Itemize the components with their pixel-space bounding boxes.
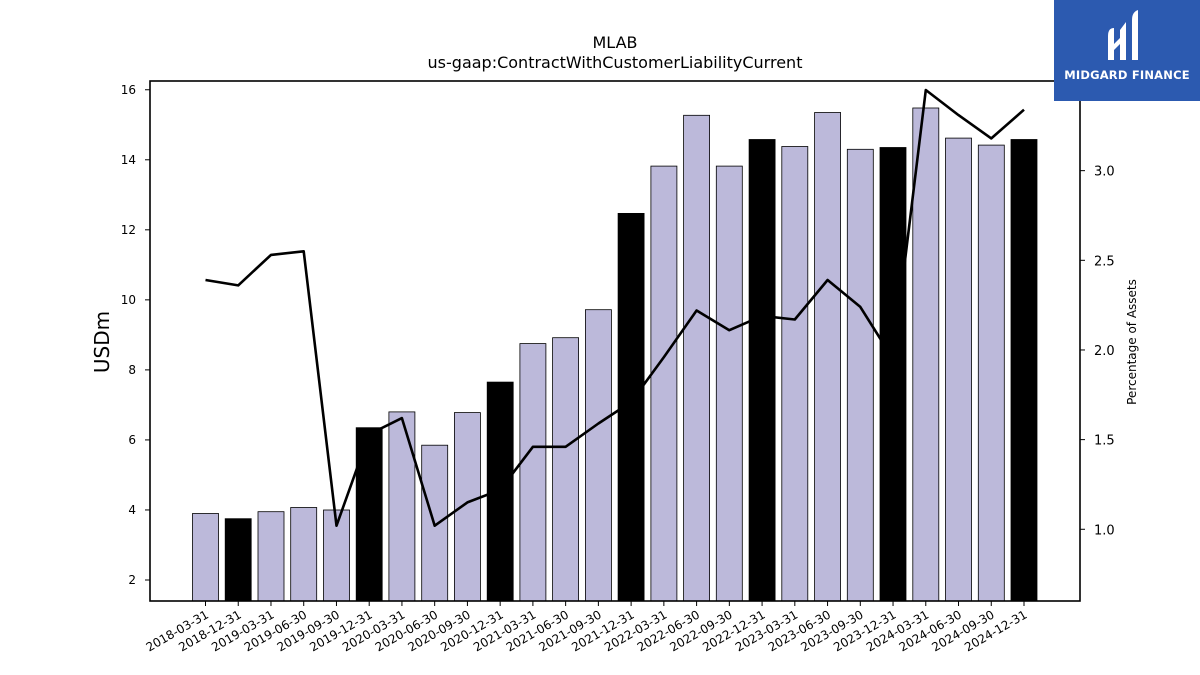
y2-tick-label: 3.0 <box>1094 165 1115 180</box>
bar <box>650 165 678 602</box>
bar <box>846 148 874 602</box>
y-tick-label: 4 <box>128 503 136 517</box>
bar <box>486 381 514 602</box>
y-tick-label: 10 <box>121 293 136 307</box>
bar <box>552 337 579 602</box>
logo: MIDGARD FINANCE <box>1054 0 1200 101</box>
bar <box>453 412 481 602</box>
y-tick-label: 12 <box>121 223 136 237</box>
y2-tick-label: 2.0 <box>1094 344 1115 359</box>
bar <box>585 309 612 602</box>
chart-subtitle: us-gaap:ContractWithCustomerLiabilityCur… <box>428 53 803 72</box>
y-tick-label: 6 <box>128 433 136 447</box>
y-tick-label: 8 <box>128 363 136 377</box>
y-axis-label: USDm <box>90 311 114 373</box>
bar <box>945 137 972 602</box>
bar <box>519 343 547 602</box>
y2-tick-label: 2.5 <box>1094 254 1115 269</box>
y-tick-label: 2 <box>128 573 136 587</box>
bar <box>814 112 841 602</box>
bar <box>290 507 318 602</box>
y2-tick-label: 1.5 <box>1094 434 1115 449</box>
series-line <box>205 88 1025 528</box>
logo-text: MIDGARD FINANCE <box>1064 68 1190 82</box>
y2-tick-label: 1.0 <box>1094 523 1115 538</box>
bar <box>388 411 416 602</box>
bar <box>781 146 809 602</box>
chart-title: MLAB <box>592 33 637 52</box>
bar <box>355 427 383 602</box>
bar <box>912 107 940 602</box>
plot-frame <box>149 80 1081 602</box>
bar <box>224 518 252 602</box>
bar <box>1010 139 1038 602</box>
bar <box>715 165 743 602</box>
bar <box>879 147 907 602</box>
y-tick-label: 16 <box>121 83 136 97</box>
bar <box>683 114 710 602</box>
bar <box>748 139 776 602</box>
bar <box>257 511 285 602</box>
midgard-logo-icon <box>1108 10 1138 60</box>
y-tick-label: 14 <box>121 153 136 167</box>
bar <box>977 144 1005 602</box>
bar <box>192 513 219 602</box>
y2-axis-label: Percentage of Assets <box>1125 279 1139 405</box>
